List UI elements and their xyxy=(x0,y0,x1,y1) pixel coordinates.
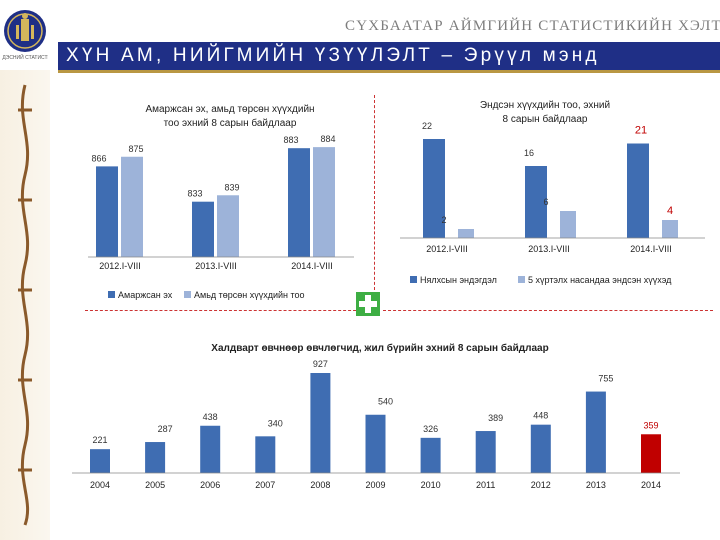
chart-births: Амаржсан эх, амьд төрсөн хүүхдийн тоо эх… xyxy=(88,104,354,300)
chart-infant-deaths: Эндсэн хүүхдийн тоо, эхний 8 сарын байдл… xyxy=(400,100,705,285)
births-bar xyxy=(217,195,239,257)
legend-swatch-deaths-s1 xyxy=(410,276,417,283)
statistics-emblem-icon: ҮНДЭСНИЙ СТАТИСТИК xyxy=(2,10,48,61)
title-bar: ХҮН АМ, НИЙГМИЙН ҮЗҮҮЛЭЛТ – Эрүүл мэнд xyxy=(58,42,720,73)
infectious-bar-value-label: 927 xyxy=(313,359,328,369)
births-bar xyxy=(313,147,335,257)
infectious-bar xyxy=(200,425,221,473)
page-title: ХҮН АМ, НИЙГМИЙН ҮЗҮҮЛЭЛТ – Эрүүл мэнд xyxy=(66,45,600,66)
infectious-year-label: 2006 xyxy=(200,480,220,490)
deaths-bar-value-label: 6 xyxy=(543,197,548,207)
infectious-bar xyxy=(530,424,551,473)
chart-deaths-title-line-1: Эндсэн хүүхдийн тоо, эхний xyxy=(480,100,610,111)
infectious-year-label: 2004 xyxy=(90,480,110,490)
infectious-bar-value-label: 326 xyxy=(423,424,438,434)
infectious-bar-value-label: 221 xyxy=(92,435,107,445)
legend-swatch-deaths-s2 xyxy=(518,276,525,283)
deaths-bar-value-label: 2 xyxy=(441,215,446,225)
chart-deaths-title-line-2: 8 сарын байдлаар xyxy=(503,113,588,125)
deaths-category-label: 2012.I-VIII xyxy=(426,244,468,254)
health-cross-icon xyxy=(356,292,380,316)
infectious-bar xyxy=(585,391,606,473)
infectious-bar xyxy=(145,442,166,473)
infectious-bar-value-label: 755 xyxy=(598,374,613,384)
infectious-bar-value-label: 359 xyxy=(643,420,658,430)
infectious-year-label: 2011 xyxy=(476,480,495,490)
infectious-bar xyxy=(310,373,331,473)
infectious-bar xyxy=(475,431,496,473)
infectious-bar xyxy=(365,414,386,473)
births-bar xyxy=(121,156,143,257)
births-bar-value-label: 884 xyxy=(320,134,335,144)
deaths-bar xyxy=(423,139,445,238)
infectious-bar-value-label: 389 xyxy=(488,413,503,423)
births-bar-value-label: 883 xyxy=(283,135,298,145)
deaths-bar-value-label: 4 xyxy=(667,205,673,217)
infectious-year-label: 2008 xyxy=(310,480,330,490)
infectious-bar-value-label: 448 xyxy=(533,411,548,421)
infectious-year-label: 2012 xyxy=(531,480,551,490)
infectious-bar xyxy=(255,436,276,473)
organization-name: СҮХБААТАР АЙМГИЙН СТАТИСТИКИЙН ХЭЛТЭС xyxy=(345,18,720,34)
infectious-bar xyxy=(90,449,110,473)
births-bar-value-label: 839 xyxy=(224,182,239,192)
legend-label-births-s2: Амьд төрсөн хүүхдийн тоо xyxy=(194,290,305,300)
births-bar-value-label: 866 xyxy=(91,153,106,163)
logo-text-line: ҮНДЭСНИЙ СТАТИСТИК xyxy=(2,53,48,61)
deaths-bar-value-label: 22 xyxy=(422,121,432,131)
deaths-bar xyxy=(627,143,649,238)
infectious-bar-value-label: 540 xyxy=(378,397,393,407)
infectious-bar-value-label: 287 xyxy=(158,424,173,434)
chart-births-title-line-1: Амаржсан эх, амьд төрсөн хүүхдийн xyxy=(145,104,314,115)
legend-label-births-s1: Амаржсан эх xyxy=(118,290,173,300)
chart-infectious-title: Халдварт өвчнөөр өвчлөгчид, жил бүрийн э… xyxy=(211,342,548,354)
section-divider-horizontal-right xyxy=(383,310,713,311)
infectious-bar-value-label: 438 xyxy=(203,412,218,422)
births-category-label: 2013.I-VIII xyxy=(195,261,237,271)
legend-label-deaths-s2: 5 хүртэлх насандаа эндсэн хүүхэд xyxy=(528,275,672,285)
infectious-bar xyxy=(420,437,441,473)
chart-infectious: Халдварт өвчнөөр өвчлөгчид, жил бүрийн э… xyxy=(72,342,680,490)
births-category-label: 2012.I-VIII xyxy=(99,261,141,271)
chart-births-title-line-2: тоо эхний 8 сарын байдлаар xyxy=(164,117,297,129)
births-bar xyxy=(96,166,118,257)
section-divider-vertical xyxy=(374,95,375,295)
deaths-bar-value-label: 16 xyxy=(524,148,534,158)
deaths-bar xyxy=(560,211,576,238)
births-bar-value-label: 875 xyxy=(128,144,143,154)
mongolian-script-decoration xyxy=(18,84,32,526)
legend-label-deaths-s1: Нялхсын эндэгдэл xyxy=(420,275,497,285)
infectious-year-label: 2005 xyxy=(145,480,165,490)
infectious-year-label: 2014 xyxy=(641,480,661,490)
births-bar xyxy=(288,148,310,257)
deaths-bar xyxy=(662,220,678,238)
legend-swatch-births-s1 xyxy=(108,291,115,298)
deaths-bar xyxy=(458,229,474,238)
section-divider-horizontal-left xyxy=(85,310,361,311)
births-category-label: 2014.I-VIII xyxy=(291,261,333,271)
births-bar xyxy=(192,201,214,257)
deaths-category-label: 2014.I-VIII xyxy=(630,244,672,254)
births-bar-value-label: 833 xyxy=(187,189,202,199)
title-underline xyxy=(58,70,720,73)
infectious-bar-value-label: 340 xyxy=(268,418,283,428)
deaths-bar-value-label: 21 xyxy=(635,125,647,137)
infectious-year-label: 2009 xyxy=(365,480,385,490)
infectious-year-label: 2007 xyxy=(255,480,275,490)
deaths-bar xyxy=(525,166,547,238)
legend-swatch-births-s2 xyxy=(184,291,191,298)
infectious-bar xyxy=(641,434,661,473)
infectious-year-label: 2010 xyxy=(421,480,441,490)
infectious-year-label: 2013 xyxy=(586,480,606,490)
deaths-category-label: 2013.I-VIII xyxy=(528,244,570,254)
